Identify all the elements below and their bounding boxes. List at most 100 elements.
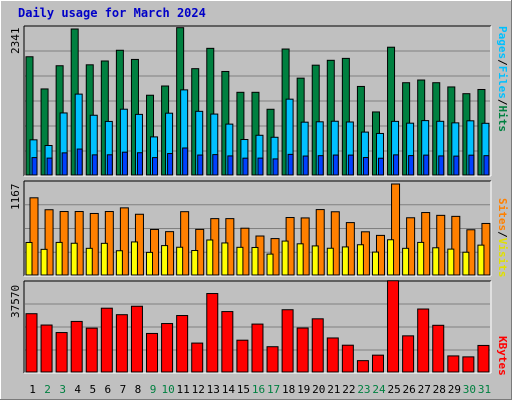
pages-bar — [121, 151, 128, 176]
day-label: 23 — [357, 383, 370, 396]
day-label: 7 — [120, 383, 127, 396]
visits-bar — [356, 244, 364, 276]
kbytes-bar — [417, 308, 430, 373]
pages-bar — [182, 147, 189, 176]
sites-bar — [406, 217, 416, 276]
pages-bar — [61, 152, 68, 176]
visits-bar — [311, 245, 319, 276]
pages-bar — [317, 155, 324, 176]
kbytes-bar — [447, 355, 460, 373]
day-label: 15 — [237, 383, 250, 396]
visits-bar — [296, 243, 304, 276]
day-label: 1 — [29, 383, 36, 396]
day-label: 5 — [89, 383, 96, 396]
day-label: 2 — [44, 383, 51, 396]
pages-bar — [483, 155, 490, 176]
kbytes-bar — [70, 320, 83, 373]
sites-bar — [44, 209, 54, 276]
visits-bar — [191, 250, 199, 276]
pages-bar — [377, 157, 384, 176]
day-label: 8 — [135, 383, 142, 396]
frame-highlight-top — [0, 0, 512, 1]
day-label: 4 — [74, 383, 81, 396]
kbytes-bar — [146, 332, 159, 373]
kbytes-bar — [85, 327, 98, 373]
frame-highlight-left — [0, 0, 1, 400]
day-label: 14 — [222, 383, 236, 396]
pages-bar — [227, 155, 234, 176]
sites-max-label: 1167 — [9, 183, 22, 211]
hits-legend: Pages/Files/Hits — [496, 26, 509, 132]
kbytes-bar — [326, 337, 339, 373]
visits-bar — [236, 246, 244, 276]
visits-bar — [402, 247, 410, 276]
day-label: 6 — [105, 383, 112, 396]
day-label: 17 — [267, 383, 280, 396]
day-label: 29 — [448, 383, 461, 396]
visits-bar — [447, 248, 455, 276]
visits-bar — [251, 246, 259, 276]
legend-kbytes: KBytes — [496, 336, 509, 376]
legend-visits: Visits — [496, 237, 509, 278]
day-label: 10 — [161, 383, 174, 396]
legend-hits: Hits — [496, 105, 509, 133]
kbytes-bar — [251, 323, 264, 373]
kbytes-bar — [311, 318, 324, 373]
kbytes-bar — [161, 323, 174, 373]
day-label: 26 — [403, 383, 416, 396]
kbytes-bar — [191, 342, 204, 373]
kbytes-bar — [462, 356, 475, 373]
pages-bar — [31, 157, 38, 176]
sites-bar — [89, 212, 99, 276]
pages-bar — [197, 154, 204, 176]
kbytes-bar — [55, 332, 68, 373]
visits-bar — [70, 242, 78, 276]
sites-bar — [315, 209, 325, 276]
kbytes-bar — [221, 311, 234, 373]
pages-bar — [302, 155, 309, 176]
kbytes-bar — [206, 293, 219, 373]
day-label: 24 — [372, 383, 386, 396]
visits-bar — [462, 251, 470, 276]
legend-files: Files — [496, 65, 509, 99]
visits-bar — [266, 253, 274, 276]
sites-bar — [391, 183, 401, 276]
chart-title: Daily usage for March 2024 — [18, 6, 206, 20]
kbytes-bar — [130, 305, 143, 373]
pages-bar — [453, 155, 460, 176]
pages-bar — [438, 155, 445, 176]
pages-bar — [468, 154, 475, 176]
legend-pages: Pages — [496, 26, 509, 60]
pages-bar — [423, 154, 430, 176]
sites-legend: Sites/Visits — [496, 198, 509, 278]
visits-bar — [206, 239, 214, 276]
visits-bar — [55, 241, 63, 276]
visits-bar — [40, 248, 48, 276]
kbytes-bar — [25, 313, 38, 373]
kbytes-bar — [40, 324, 53, 373]
visits-bar — [371, 251, 379, 276]
visits-bar — [387, 239, 395, 276]
visits-bar — [25, 241, 33, 276]
day-label: 22 — [342, 383, 355, 396]
day-label: 3 — [59, 383, 66, 396]
legend-separator: / — [496, 231, 509, 238]
kbytes-bar — [100, 307, 113, 373]
day-label: 28 — [433, 383, 446, 396]
visits-bar — [130, 241, 138, 276]
visits-bar — [221, 242, 229, 276]
pages-bar — [362, 157, 369, 176]
pages-bar — [408, 155, 415, 176]
visits-bar — [146, 251, 154, 276]
hits-max-label: 2341 — [9, 27, 22, 55]
visits-bar — [341, 246, 349, 276]
pages-bar — [393, 154, 400, 176]
legend-separator: / — [496, 98, 509, 106]
visits-bar — [176, 246, 184, 276]
day-label: 9 — [150, 383, 157, 396]
visits-bar — [100, 242, 108, 276]
kbytes-legend: KBytes — [496, 336, 509, 376]
kbytes-bar — [236, 339, 249, 373]
day-label: 31 — [478, 383, 491, 396]
